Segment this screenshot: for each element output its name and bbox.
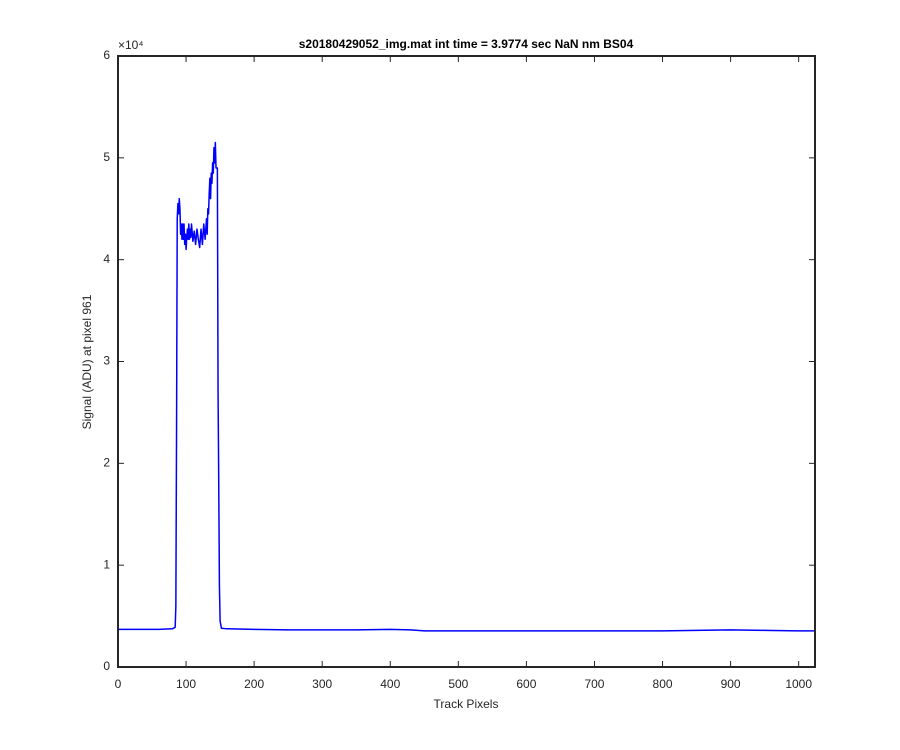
y-tick-label: 1	[103, 557, 110, 571]
axes-box	[117, 55, 816, 668]
x-tick-label: 900	[721, 677, 741, 691]
y-tick-label: 3	[103, 354, 110, 368]
x-tick-label: 200	[244, 677, 264, 691]
y-axis-label: Signal (ADU) at pixel 961	[80, 294, 94, 429]
x-tick-label: 1000	[785, 677, 812, 691]
data-line	[118, 141, 815, 632]
x-tick-label: 800	[653, 677, 673, 691]
y-exponent: ×10⁴	[118, 38, 144, 52]
x-axis-label: Track Pixels	[434, 697, 499, 711]
x-tick-label: 400	[380, 677, 400, 691]
y-tick-label: 0	[103, 659, 110, 673]
x-tick-label: 700	[584, 677, 604, 691]
y-tick-label: 5	[103, 150, 110, 164]
x-tick-label: 600	[516, 677, 536, 691]
chart-title: s20180429052_img.mat int time = 3.9774 s…	[299, 37, 634, 51]
x-tick-label: 300	[312, 677, 332, 691]
y-tick-label: 6	[103, 48, 110, 62]
x-tick-label: 100	[176, 677, 196, 691]
y-tick-label: 4	[103, 252, 110, 266]
y-tick-label: 2	[103, 456, 110, 470]
x-tick-label: 0	[115, 677, 122, 691]
x-tick-label: 500	[448, 677, 468, 691]
